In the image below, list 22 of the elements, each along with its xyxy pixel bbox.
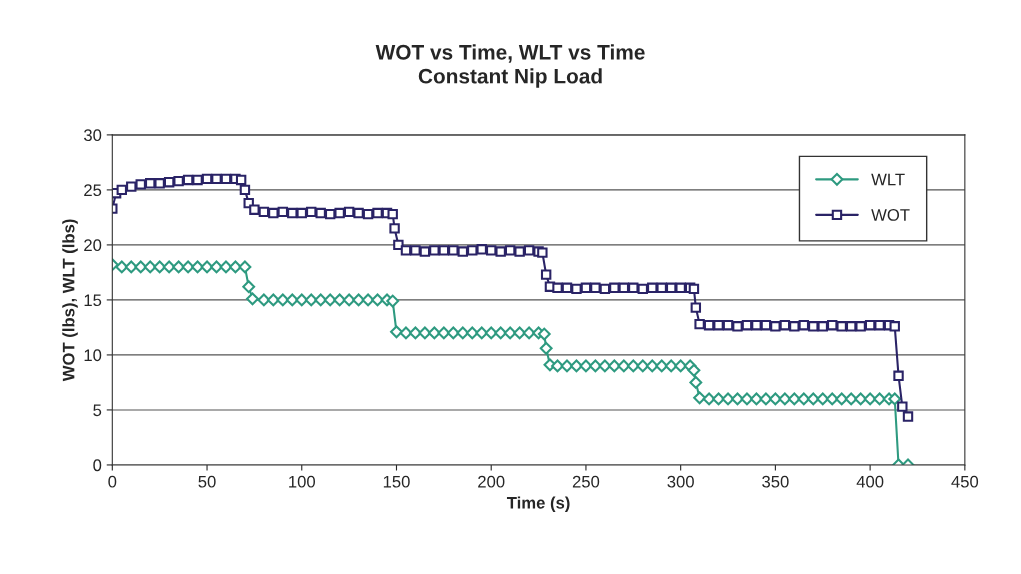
y-tick-label: 10 <box>84 349 102 362</box>
x-tick-label: 300 <box>667 475 694 488</box>
x-tick-label: 450 <box>951 475 979 488</box>
y-tick-label: 5 <box>93 404 102 417</box>
y-tick-label: 20 <box>84 239 102 252</box>
legend-label: WLT <box>871 173 905 186</box>
y-axis-title: WOT (lbs), WLT (lbs) <box>62 219 78 382</box>
x-tick-label: 400 <box>856 475 884 488</box>
x-tick-label: 350 <box>762 475 789 488</box>
x-tick-label: 150 <box>383 475 410 488</box>
y-tick-label: 25 <box>84 184 102 197</box>
x-axis-title: Time (s) <box>506 496 570 512</box>
y-tick-label: 0 <box>93 459 102 472</box>
x-tick-label: 0 <box>108 475 117 488</box>
chart-title: WOT vs Time, WLT vs Time Constant Nip Load <box>375 44 645 88</box>
x-tick-label: 100 <box>289 475 316 488</box>
legend-label: WOT <box>871 209 910 221</box>
y-tick-label: 15 <box>84 294 102 307</box>
x-tick-label: 250 <box>572 475 600 488</box>
y-tick-label: 30 <box>83 129 102 142</box>
x-tick-label: 50 <box>198 475 216 488</box>
x-tick-label: 200 <box>478 475 505 488</box>
